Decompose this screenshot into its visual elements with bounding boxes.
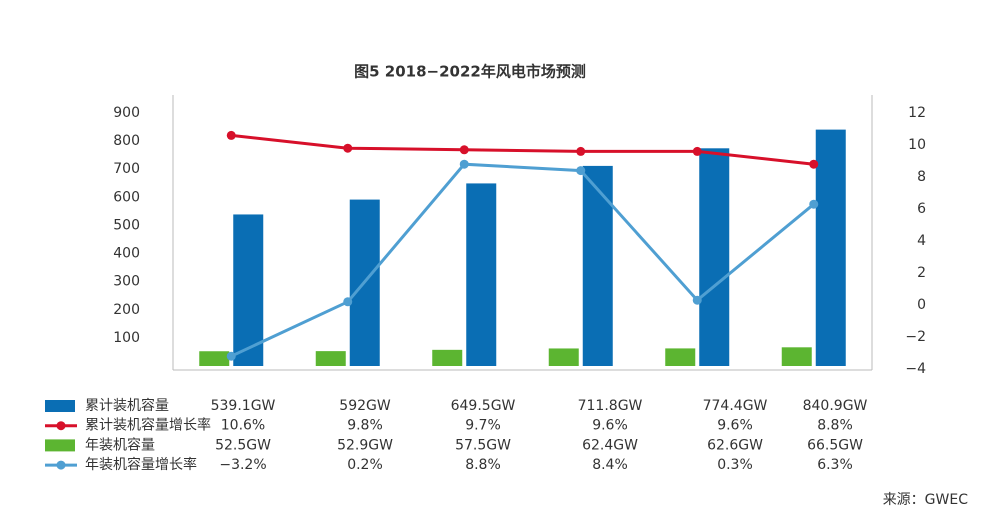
bar — [699, 148, 730, 366]
y-tick-label: 100 — [113, 330, 140, 346]
legend-label: 累计装机容量 — [85, 397, 169, 414]
table-value: 6.3% — [817, 457, 853, 473]
line-point — [809, 159, 819, 169]
y2-tick-label: 4 — [917, 233, 926, 249]
y-tick-label: 800 — [113, 133, 140, 149]
table-value: 539.1GW — [211, 398, 276, 414]
table-value: 649.5GW — [451, 398, 516, 414]
bar — [315, 351, 346, 366]
table-value: 8.8% — [465, 457, 501, 473]
line-point — [576, 166, 586, 176]
line-point — [226, 130, 236, 140]
line-point — [459, 145, 469, 155]
table-value: 9.6% — [592, 418, 628, 434]
table-value: 57.5GW — [455, 437, 511, 453]
legend-swatch — [45, 439, 75, 452]
line-point — [692, 146, 702, 156]
table-value: 10.6% — [221, 418, 265, 434]
legend-label: 年装机容量增长率 — [85, 456, 197, 473]
table-value: 52.5GW — [215, 437, 271, 453]
y2-tick-label: 8 — [917, 169, 926, 185]
y-tick-label: 200 — [113, 302, 140, 318]
table-value: −3.2% — [219, 457, 266, 473]
line-point — [343, 143, 353, 153]
table-value: 0.3% — [717, 457, 753, 473]
table-value: 52.9GW — [337, 437, 393, 453]
table-value: 8.4% — [592, 457, 628, 473]
legend-label: 累计装机容量增长率 — [85, 417, 211, 434]
legend-marker — [56, 460, 66, 470]
y2-tick-label: −4 — [905, 361, 926, 377]
y2-tick-label: 0 — [917, 297, 926, 313]
bar — [781, 347, 812, 366]
line-point — [809, 199, 819, 209]
legend-swatch — [45, 400, 75, 412]
table-value: 9.8% — [347, 418, 383, 434]
bar — [665, 348, 696, 366]
bar — [233, 214, 264, 366]
bar — [582, 165, 613, 366]
table-value: 66.5GW — [807, 437, 863, 453]
chart-title: 图5 2018−2022年风电市场预测 — [354, 63, 586, 81]
line-point — [343, 297, 353, 307]
table-value: 711.8GW — [578, 398, 643, 414]
bar — [199, 351, 230, 366]
y2-tick-label: 10 — [908, 137, 926, 153]
y2-tick-label: 2 — [917, 265, 926, 281]
legend-marker — [56, 421, 66, 431]
y-tick-label: 400 — [113, 246, 140, 262]
line-point — [576, 146, 586, 156]
table-value: 8.8% — [817, 418, 853, 434]
line — [230, 162, 815, 358]
bar — [548, 348, 579, 366]
table-value: 62.4GW — [582, 437, 638, 453]
line — [231, 133, 814, 166]
line-point — [226, 351, 236, 361]
y-tick-label: 700 — [113, 161, 140, 177]
bar — [815, 129, 846, 366]
table-value: 62.6GW — [707, 437, 763, 453]
y-tick-label: 300 — [113, 274, 140, 290]
line-point — [459, 159, 469, 169]
legend-label: 年装机容量 — [85, 436, 155, 453]
table-value: 0.2% — [347, 457, 383, 473]
bar — [432, 349, 463, 366]
y2-tick-label: 12 — [908, 105, 926, 121]
y-tick-label: 500 — [113, 217, 140, 233]
table-value: 840.9GW — [803, 398, 868, 414]
y2-tick-label: −2 — [905, 329, 926, 345]
source: 来源：GWEC — [883, 492, 969, 508]
table-value: 9.7% — [465, 418, 501, 434]
y-tick-label: 900 — [113, 105, 140, 121]
table-value: 774.4GW — [703, 398, 768, 414]
y-tick-label: 600 — [113, 189, 140, 205]
line-point — [692, 295, 702, 305]
bar — [466, 183, 497, 366]
table-value: 9.6% — [717, 418, 753, 434]
y2-tick-label: 6 — [917, 201, 926, 217]
table-value: 592GW — [339, 398, 391, 414]
